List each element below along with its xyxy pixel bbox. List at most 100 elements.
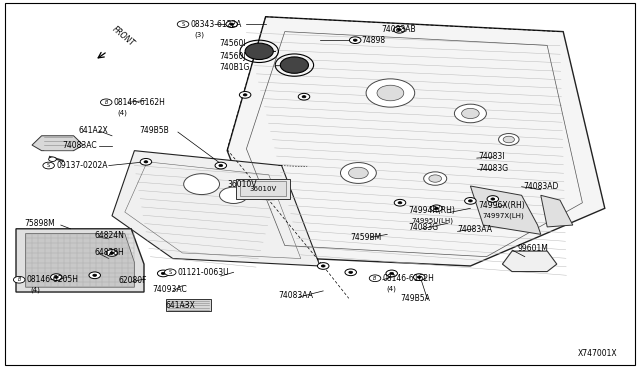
- Circle shape: [468, 200, 472, 202]
- Text: B: B: [373, 276, 377, 281]
- Polygon shape: [166, 299, 211, 311]
- Polygon shape: [16, 229, 144, 292]
- Text: 08146-6162H: 08146-6162H: [383, 274, 435, 283]
- Text: S: S: [169, 270, 172, 275]
- Circle shape: [377, 85, 404, 101]
- Circle shape: [366, 79, 415, 107]
- Circle shape: [144, 161, 148, 163]
- Circle shape: [424, 172, 447, 185]
- Circle shape: [157, 270, 169, 277]
- Circle shape: [177, 21, 189, 28]
- Circle shape: [435, 207, 438, 209]
- Circle shape: [503, 136, 515, 143]
- Text: 36010V: 36010V: [227, 180, 257, 189]
- Circle shape: [100, 99, 112, 106]
- Circle shape: [110, 252, 114, 254]
- Text: 74898: 74898: [362, 36, 386, 45]
- Circle shape: [317, 263, 329, 269]
- Circle shape: [349, 37, 361, 44]
- Text: 749B5A: 749B5A: [400, 294, 430, 303]
- Text: 641A3X: 641A3X: [165, 301, 195, 310]
- Circle shape: [340, 163, 376, 183]
- Circle shape: [413, 274, 425, 280]
- Circle shape: [461, 108, 479, 119]
- Polygon shape: [112, 151, 320, 266]
- Circle shape: [106, 250, 118, 256]
- Text: 09137-0202A: 09137-0202A: [56, 161, 108, 170]
- Text: 08146-6162H: 08146-6162H: [114, 98, 166, 107]
- Text: (4): (4): [117, 109, 127, 116]
- Circle shape: [140, 158, 152, 165]
- Circle shape: [49, 157, 56, 161]
- Text: FRONT: FRONT: [111, 25, 136, 48]
- Text: S: S: [47, 163, 50, 168]
- Text: 74994R(RH): 74994R(RH): [408, 206, 455, 215]
- Circle shape: [298, 93, 310, 100]
- Text: S: S: [182, 22, 184, 27]
- Text: 74083AA: 74083AA: [458, 225, 493, 234]
- Polygon shape: [502, 251, 557, 272]
- Text: 7459BM: 7459BM: [351, 233, 382, 242]
- Text: 64824N: 64824N: [95, 231, 125, 240]
- Text: B: B: [104, 100, 108, 105]
- Circle shape: [230, 23, 234, 25]
- Circle shape: [321, 265, 325, 267]
- Circle shape: [390, 272, 394, 275]
- Text: 74083G: 74083G: [479, 164, 509, 173]
- Text: 740B1G: 740B1G: [220, 63, 250, 72]
- Circle shape: [487, 196, 499, 202]
- Text: 99601M: 99601M: [517, 244, 548, 253]
- Circle shape: [386, 270, 397, 277]
- Text: 74083G: 74083G: [408, 223, 438, 232]
- Circle shape: [215, 162, 227, 169]
- Text: 64828H: 64828H: [95, 248, 124, 257]
- Polygon shape: [227, 17, 605, 266]
- Circle shape: [43, 162, 54, 169]
- Circle shape: [345, 269, 356, 276]
- Text: 74083AA: 74083AA: [278, 291, 314, 300]
- Text: 74995U(LH): 74995U(LH): [412, 217, 454, 224]
- Text: 641A2X: 641A2X: [78, 126, 108, 135]
- Text: 74997X(LH): 74997X(LH): [482, 212, 524, 219]
- Polygon shape: [26, 234, 134, 287]
- Circle shape: [239, 92, 251, 98]
- Circle shape: [54, 276, 58, 278]
- Circle shape: [353, 39, 357, 41]
- Text: 74083AB: 74083AB: [381, 25, 416, 33]
- Circle shape: [349, 271, 353, 273]
- Text: (4): (4): [30, 287, 40, 294]
- Circle shape: [226, 21, 237, 28]
- Circle shape: [417, 276, 421, 278]
- Text: 62080F: 62080F: [118, 276, 147, 285]
- Circle shape: [302, 96, 306, 98]
- Circle shape: [499, 134, 519, 145]
- Circle shape: [245, 43, 273, 60]
- Text: 74083I: 74083I: [479, 153, 505, 161]
- Text: 08146-6205H: 08146-6205H: [27, 275, 79, 284]
- Circle shape: [219, 164, 223, 167]
- Circle shape: [491, 198, 495, 200]
- Text: 74560J: 74560J: [220, 52, 246, 61]
- Bar: [236, 179, 290, 199]
- Circle shape: [89, 272, 100, 279]
- Circle shape: [429, 175, 442, 182]
- Circle shape: [220, 187, 248, 203]
- Circle shape: [243, 94, 247, 96]
- Text: 74996X(RH): 74996X(RH): [479, 201, 525, 210]
- Text: B: B: [17, 277, 21, 282]
- Text: 74093AC: 74093AC: [152, 285, 187, 294]
- Circle shape: [184, 174, 220, 195]
- Text: (3): (3): [194, 31, 204, 38]
- Text: 74083AD: 74083AD: [524, 182, 559, 191]
- Circle shape: [164, 269, 176, 276]
- Text: 74560I: 74560I: [220, 39, 246, 48]
- Text: 749B5B: 749B5B: [140, 126, 169, 135]
- Polygon shape: [470, 186, 541, 234]
- Text: (4): (4): [386, 285, 396, 292]
- Circle shape: [398, 202, 402, 204]
- Circle shape: [161, 272, 165, 275]
- Circle shape: [369, 275, 381, 282]
- Circle shape: [465, 198, 476, 204]
- Text: 01121-0063U: 01121-0063U: [178, 268, 230, 277]
- Circle shape: [431, 205, 442, 212]
